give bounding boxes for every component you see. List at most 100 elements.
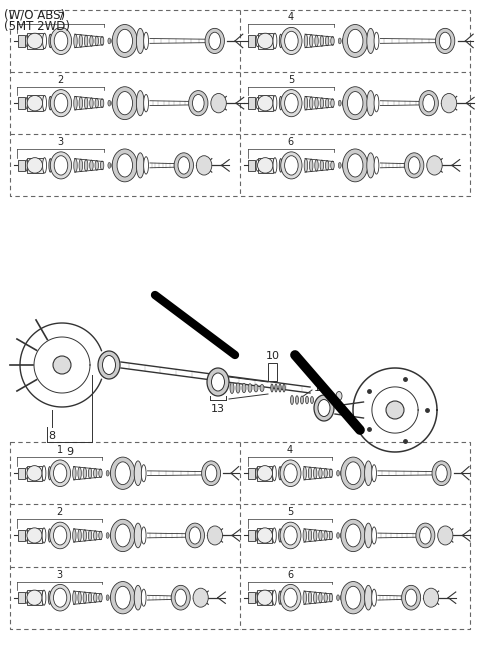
Ellipse shape [275,384,277,392]
Ellipse shape [329,531,333,540]
Bar [18,468,24,479]
Ellipse shape [283,384,285,392]
Ellipse shape [50,584,71,611]
Text: 11: 11 [314,383,328,393]
Ellipse shape [115,462,131,485]
Ellipse shape [439,32,451,50]
Ellipse shape [95,160,98,170]
Ellipse shape [271,384,273,392]
Ellipse shape [308,529,312,542]
Ellipse shape [134,461,142,485]
Ellipse shape [26,35,29,47]
Ellipse shape [348,92,363,115]
Ellipse shape [90,160,93,171]
Bar [27,96,43,111]
Ellipse shape [331,99,334,107]
Ellipse shape [438,526,453,545]
Ellipse shape [112,38,115,44]
Text: 5: 5 [287,508,293,517]
Ellipse shape [285,156,298,175]
Ellipse shape [273,590,276,605]
Ellipse shape [136,153,144,178]
Bar [248,468,255,479]
Ellipse shape [78,591,81,604]
Ellipse shape [174,153,193,178]
Text: 13: 13 [211,404,225,414]
Ellipse shape [405,153,424,178]
Ellipse shape [281,90,302,117]
Ellipse shape [141,527,146,544]
Ellipse shape [117,154,132,177]
Ellipse shape [115,586,131,609]
Ellipse shape [336,595,339,601]
Ellipse shape [365,523,372,548]
Ellipse shape [54,94,68,113]
Ellipse shape [285,94,298,113]
Bar [27,33,43,48]
Bar [27,158,43,173]
Ellipse shape [83,468,86,479]
Ellipse shape [427,156,442,175]
Ellipse shape [310,159,313,172]
Ellipse shape [300,396,303,404]
Ellipse shape [103,356,116,375]
Ellipse shape [319,531,322,540]
Ellipse shape [331,37,334,45]
Ellipse shape [42,528,46,543]
Ellipse shape [50,152,72,179]
Ellipse shape [256,160,259,171]
Ellipse shape [117,92,132,115]
Ellipse shape [296,396,299,404]
Text: 6: 6 [287,570,293,580]
Ellipse shape [50,460,71,487]
Ellipse shape [256,35,259,47]
Bar [27,528,42,543]
Ellipse shape [79,159,83,172]
Ellipse shape [144,157,148,174]
Ellipse shape [78,529,81,542]
Ellipse shape [315,98,318,109]
Ellipse shape [50,522,71,549]
Ellipse shape [374,157,379,174]
Ellipse shape [116,38,119,44]
Ellipse shape [108,100,111,106]
Ellipse shape [110,595,113,601]
Ellipse shape [315,160,318,171]
Ellipse shape [53,356,71,374]
Ellipse shape [372,589,376,607]
Ellipse shape [90,98,93,109]
Ellipse shape [196,156,212,175]
Ellipse shape [416,523,435,548]
Ellipse shape [136,28,144,54]
Ellipse shape [212,373,225,391]
Ellipse shape [53,526,67,545]
Ellipse shape [284,526,297,545]
Ellipse shape [303,591,307,605]
Ellipse shape [110,582,135,614]
Ellipse shape [205,28,224,54]
Ellipse shape [83,592,86,603]
Ellipse shape [74,34,77,48]
Ellipse shape [320,160,324,171]
Text: 8: 8 [48,431,56,441]
Ellipse shape [273,33,277,48]
Bar [18,35,25,47]
Ellipse shape [346,100,349,106]
Text: 9: 9 [66,447,73,457]
Ellipse shape [257,466,273,481]
Ellipse shape [423,94,434,112]
Bar [258,33,273,48]
Ellipse shape [185,523,204,548]
Ellipse shape [281,28,302,54]
Ellipse shape [279,529,281,542]
Ellipse shape [342,38,345,44]
Text: 3: 3 [58,137,63,147]
Ellipse shape [207,526,223,545]
Ellipse shape [279,96,282,110]
Ellipse shape [343,24,368,58]
Text: 2: 2 [58,75,64,84]
Ellipse shape [304,96,308,110]
Ellipse shape [114,533,117,538]
Ellipse shape [279,466,281,480]
Ellipse shape [49,34,52,48]
